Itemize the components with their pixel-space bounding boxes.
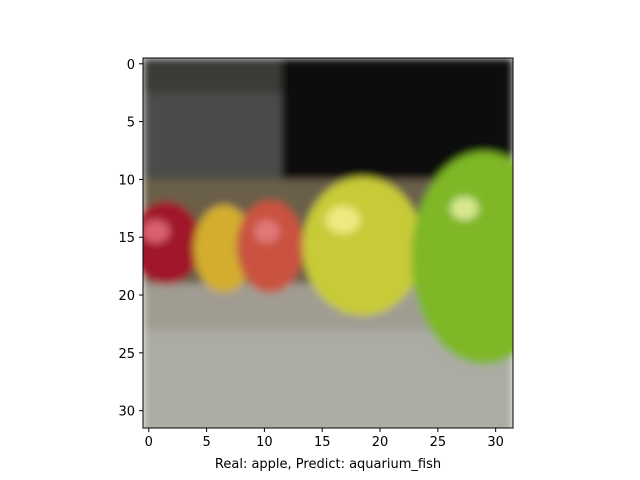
x-tick-label: 25 bbox=[430, 435, 447, 450]
y-tick-label: 0 bbox=[127, 58, 135, 73]
y-tick-label: 15 bbox=[118, 231, 135, 246]
y-tick-label: 10 bbox=[118, 173, 135, 188]
image bbox=[143, 58, 513, 428]
y-tick-label: 20 bbox=[118, 289, 135, 304]
x-tick-label: 20 bbox=[372, 435, 389, 450]
x-tick-label: 5 bbox=[202, 435, 210, 450]
y-tick-label: 30 bbox=[118, 405, 135, 420]
y-tick-label: 25 bbox=[118, 347, 135, 362]
y-tick-label: 5 bbox=[127, 116, 135, 131]
x-axis-label: Real: apple, Predict: aquarium_fish bbox=[215, 457, 441, 472]
axes-frame bbox=[142, 57, 514, 429]
x-tick-label: 15 bbox=[314, 435, 331, 450]
x-tick-label: 0 bbox=[145, 435, 153, 450]
x-tick-label: 10 bbox=[256, 435, 273, 450]
x-tick-label: 30 bbox=[487, 435, 504, 450]
